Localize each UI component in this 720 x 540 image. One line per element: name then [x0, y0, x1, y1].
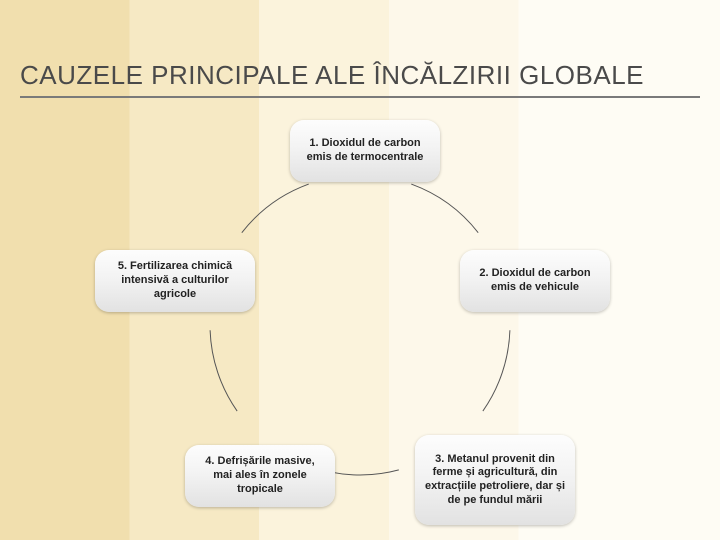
title-underline — [20, 96, 700, 98]
cycle-node-4: 4. Defrișările masive, mai ales în zonel… — [185, 445, 335, 507]
cycle-node-1: 1. Dioxidul de carbon emis de termocentr… — [290, 120, 440, 182]
cycle-node-label: 5. Fertilizarea chimică intensivă a cult… — [105, 260, 245, 301]
cycle-node-label: 3. Metanul provenit din ferme și agricul… — [425, 453, 565, 508]
page-title: CAUZELE PRINCIPALE ALE ÎNCĂLZIRII GLOBAL… — [20, 60, 644, 91]
cycle-arc — [483, 330, 510, 411]
cycle-arc — [210, 330, 237, 411]
cycle-node-2: 2. Dioxidul de carbon emis de vehicule — [460, 250, 610, 312]
cycle-arc — [411, 184, 478, 233]
cycle-node-3: 3. Metanul provenit din ferme și agricul… — [415, 435, 575, 525]
cycle-node-label: 4. Defrișările masive, mai ales în zonel… — [195, 455, 325, 496]
cycle-node-5: 5. Fertilizarea chimică intensivă a cult… — [95, 250, 255, 312]
cycle-node-label: 1. Dioxidul de carbon emis de termocentr… — [300, 137, 430, 165]
cycle-arc — [242, 184, 309, 233]
cycle-diagram: 1. Dioxidul de carbon emis de termocentr… — [0, 100, 720, 540]
cycle-node-label: 2. Dioxidul de carbon emis de vehicule — [470, 267, 600, 295]
